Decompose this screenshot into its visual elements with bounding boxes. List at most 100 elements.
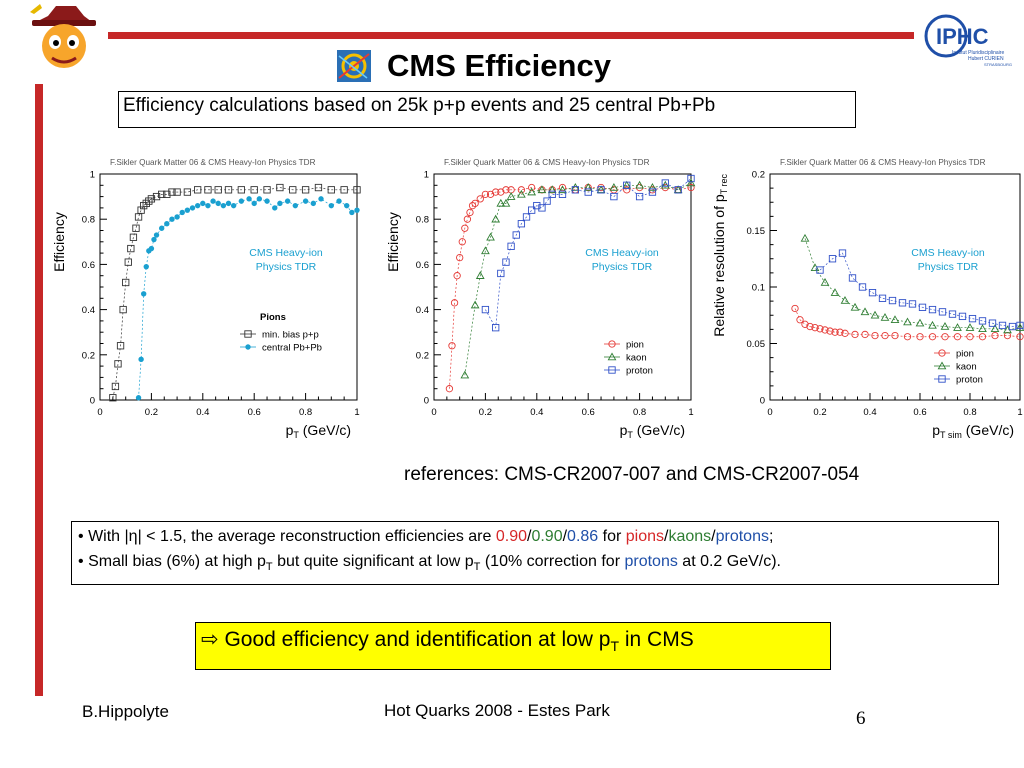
- slash: /: [527, 528, 532, 545]
- legend-marker: [937, 361, 947, 370]
- data-point: [277, 200, 283, 207]
- data-point: [635, 192, 644, 201]
- data-point: [938, 308, 947, 316]
- mascot-logo-icon: [30, 4, 96, 68]
- series-kaon: [460, 178, 696, 379]
- data-point: [143, 263, 149, 270]
- chart-annotation: Physics TDR: [256, 261, 317, 273]
- data-point: [445, 385, 454, 393]
- data-point: [135, 395, 142, 401]
- subscript-t: T: [265, 561, 273, 574]
- data-point: [132, 224, 140, 232]
- x-tick-label: 1: [354, 407, 359, 418]
- data-point: [686, 178, 696, 187]
- data-point: [881, 331, 889, 340]
- legend-marker: [938, 349, 946, 357]
- chart-annotation: CMS Heavy-ion: [911, 247, 985, 259]
- data-point: [816, 266, 824, 274]
- data-point: [687, 174, 695, 183]
- data-point: [635, 180, 644, 189]
- references-text: references: CMS-CR2007-007 and CMS-CR200…: [404, 464, 860, 485]
- data-point: [918, 303, 927, 311]
- value-pion-efficiency: 0.90: [495, 528, 527, 545]
- data-point: [158, 225, 165, 231]
- y-tick-label: 0.6: [416, 260, 429, 271]
- bullet-dot-icon: •: [78, 553, 84, 570]
- data-point: [908, 300, 917, 308]
- data-point: [878, 294, 887, 302]
- legend-entry: central Pb+Pb: [240, 343, 322, 354]
- x-tick-label: 0: [97, 407, 102, 418]
- data-point: [163, 190, 171, 198]
- x-axis-label: pT (GeV/c): [286, 422, 351, 440]
- data-point: [237, 186, 245, 194]
- data-point: [224, 186, 233, 194]
- bullet-1-for: for: [598, 528, 626, 545]
- legend-marker: [938, 375, 946, 383]
- legend-title: Pions: [260, 312, 286, 323]
- data-point: [264, 198, 270, 204]
- legend-label: pion: [956, 349, 974, 360]
- x-tick-label: 0.8: [963, 407, 976, 418]
- data-point: [158, 190, 166, 198]
- series-pion: [791, 304, 1024, 341]
- data-point: [522, 213, 531, 221]
- data-point: [800, 233, 810, 242]
- data-point: [204, 186, 212, 194]
- data-point: [517, 220, 526, 228]
- x-tick-label: 0.2: [145, 407, 158, 418]
- data-point: [861, 330, 869, 339]
- series-fit-line: [449, 187, 692, 389]
- data-point: [481, 305, 490, 314]
- data-point: [205, 202, 211, 209]
- slide-title: CMS Efficiency: [387, 48, 611, 83]
- data-point: [448, 342, 456, 350]
- data-point: [468, 201, 477, 210]
- data-point: [147, 195, 156, 203]
- data-point: [116, 342, 125, 350]
- data-point: [506, 192, 516, 200]
- y-tick-label: 0.6: [82, 260, 95, 271]
- x-tick-label: 0.2: [479, 407, 492, 418]
- label-pions: pions: [625, 528, 664, 545]
- data-point: [142, 199, 150, 208]
- data-point: [978, 324, 987, 333]
- data-point: [183, 188, 192, 196]
- data-point: [512, 231, 520, 239]
- y-tick-label: 0.4: [416, 305, 429, 316]
- data-point: [558, 190, 567, 198]
- data-point: [687, 183, 695, 192]
- legend-entry: kaon: [934, 361, 977, 373]
- slash: /: [711, 528, 716, 545]
- data-point: [648, 188, 657, 196]
- iphc-logo-text: IPHC: [936, 24, 989, 49]
- data-point: [138, 356, 144, 363]
- data-point: [501, 198, 511, 207]
- data-point: [246, 196, 252, 202]
- value-kaon-efficiency: 0.90: [531, 528, 563, 545]
- data-point: [340, 186, 348, 194]
- data-point: [830, 288, 840, 296]
- data-point: [250, 186, 258, 194]
- data-point: [891, 331, 899, 340]
- y-axis-label: Efficiency: [385, 212, 401, 272]
- data-point: [538, 204, 546, 212]
- legend-marker: [608, 366, 616, 374]
- data-point: [848, 274, 857, 282]
- chart-annotation: Physics TDR: [918, 261, 979, 273]
- data-point: [200, 200, 206, 207]
- data-point: [174, 214, 180, 220]
- data-point: [940, 322, 950, 330]
- data-point: [888, 296, 897, 305]
- data-point: [903, 333, 912, 341]
- legend-entry: pion: [934, 349, 974, 360]
- data-point: [831, 328, 839, 336]
- legend-entry: proton: [934, 375, 983, 386]
- subtitle-text: Efficiency calculations based on 25k p+p…: [123, 95, 716, 116]
- data-point: [124, 258, 132, 266]
- data-point: [354, 207, 360, 213]
- data-point: [660, 180, 670, 189]
- data-point: [674, 186, 682, 194]
- data-point: [517, 186, 526, 194]
- data-point: [840, 296, 850, 304]
